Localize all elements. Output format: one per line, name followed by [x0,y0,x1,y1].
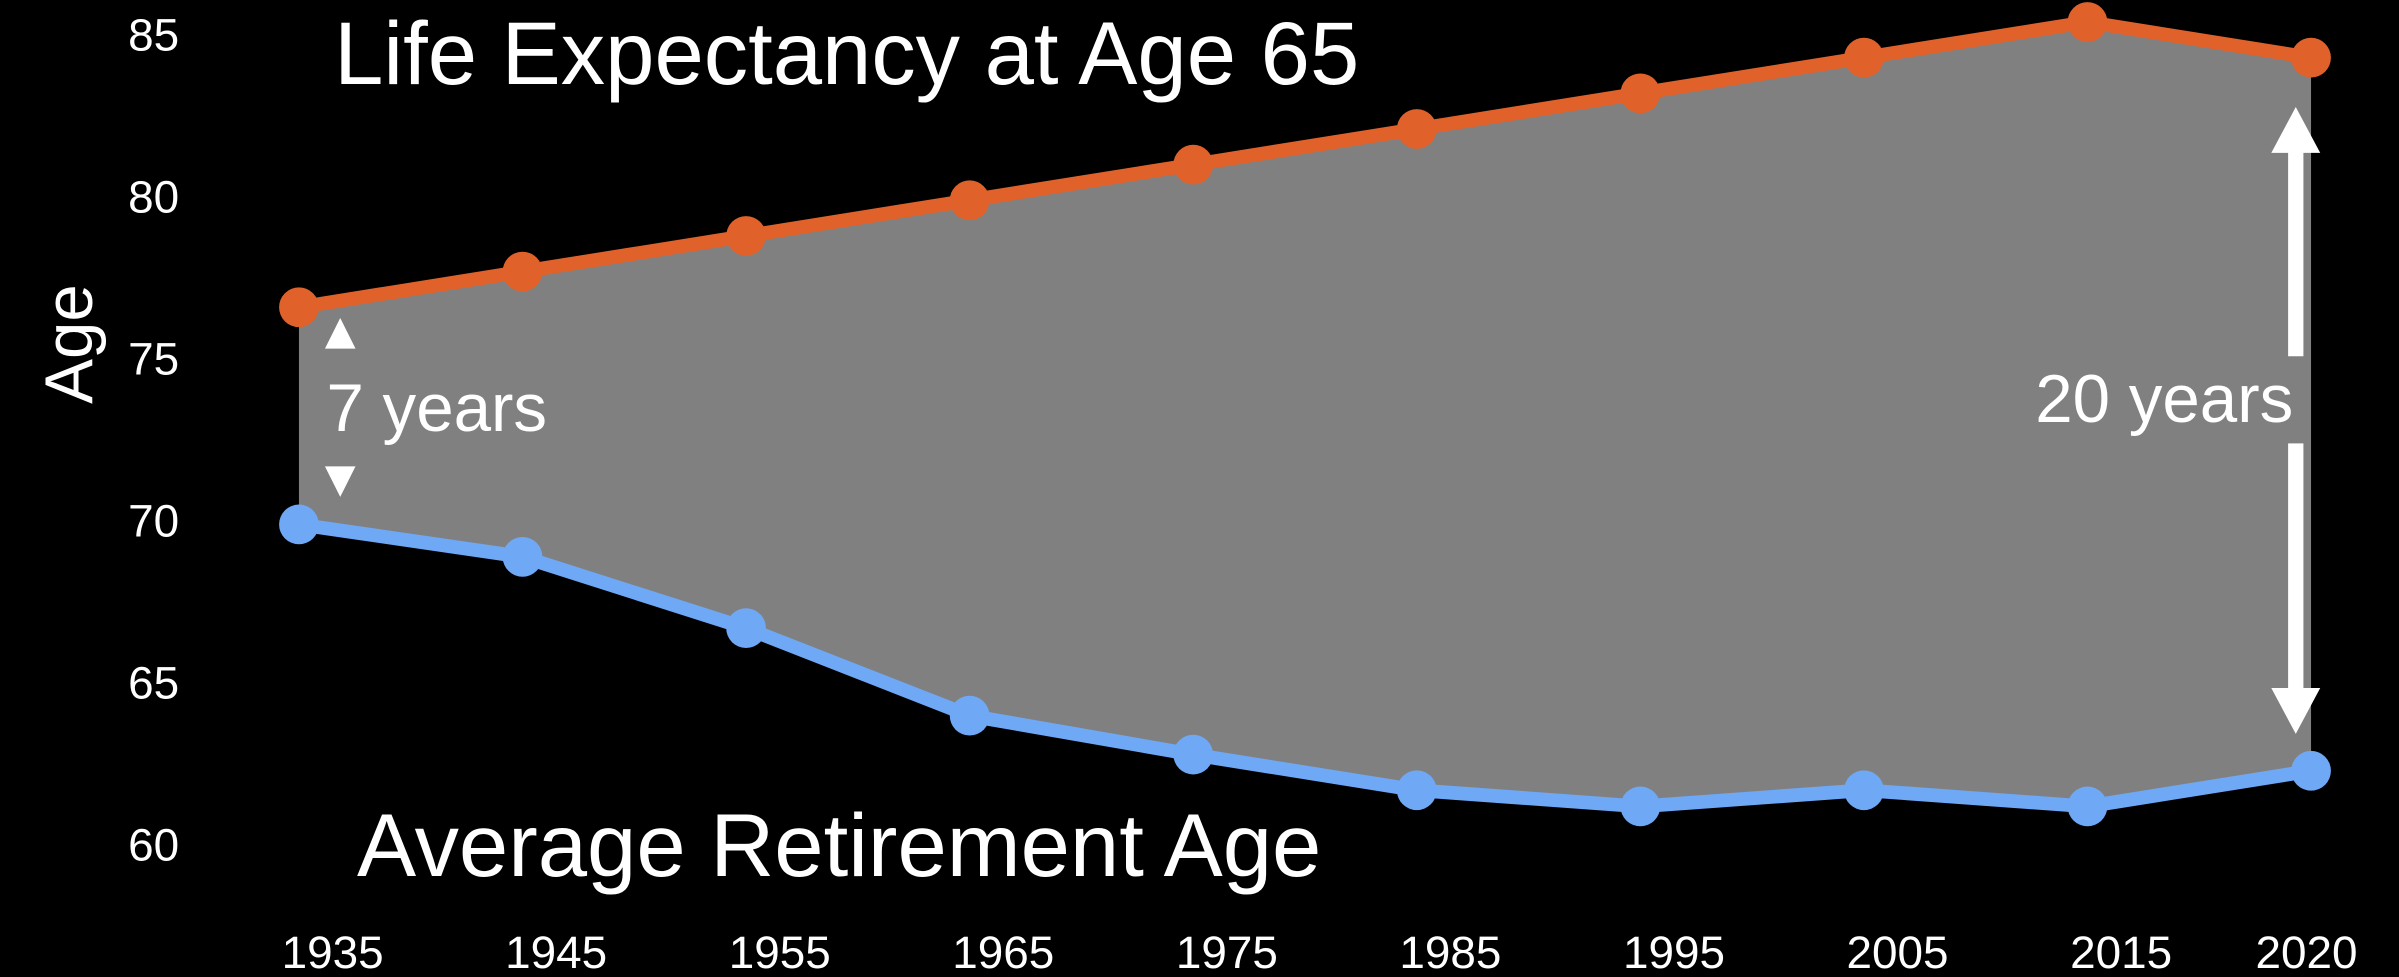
data-point [726,216,766,256]
series-label: Average Retirement Age [357,796,1321,895]
y-tick-label: 65 [128,657,179,709]
x-tick-label: 1955 [729,926,831,977]
series-line [297,517,2313,814]
data-point [949,695,990,736]
arrow-shaft [2288,149,2304,357]
arrow-head [2271,688,2321,734]
x-tick-label: 1985 [1399,926,1501,977]
area-layer [298,22,2312,807]
data-point [2067,2,2108,42]
series-line [297,15,2313,315]
mark-layer [279,2,2331,827]
data-point [726,608,766,649]
data-point [1844,770,1884,811]
x-tick-label: 2005 [1847,926,1949,977]
data-point [502,536,543,577]
data-point [2067,786,2108,827]
arrow-shaft [2288,443,2304,692]
x-tick-label: 1965 [952,926,1054,977]
gap-area [298,22,2312,807]
x-tick-label: 2015 [2070,926,2172,977]
data-point [1844,37,1884,78]
data-point [2291,750,2331,791]
arrow-head [324,466,356,497]
annotation: 7 years [326,371,547,446]
data-point [1173,734,1214,775]
arrow [2271,107,2321,734]
data-point [279,504,319,545]
x-tick-label: 2020 [2255,926,2357,977]
y-tick-label: 60 [128,819,179,871]
data-point [1396,770,1437,811]
data-point [2291,37,2331,78]
y-axis-label: Age [32,284,107,404]
arrow-head [324,318,356,349]
y-tick-label: 75 [128,332,179,384]
data-point [1173,144,1214,185]
annotation: 20 years [2035,362,2293,437]
data-point [279,287,319,328]
x-tick-label: 1945 [505,926,607,977]
data-point [949,180,990,221]
data-point [1620,786,1661,827]
data-point [1396,109,1437,149]
x-tick-label: 1975 [1176,926,1278,977]
y-tick-label: 70 [128,495,179,547]
x-tick-label: 1995 [1623,926,1725,977]
data-point [502,251,543,292]
y-tick-label: 85 [128,8,179,60]
y-tick-label: 80 [128,170,179,222]
arrow-head [2271,107,2321,153]
x-tick-label: 1935 [282,926,384,977]
series-label: Life Expectancy at Age 65 [334,4,1359,103]
data-point [1620,73,1661,114]
